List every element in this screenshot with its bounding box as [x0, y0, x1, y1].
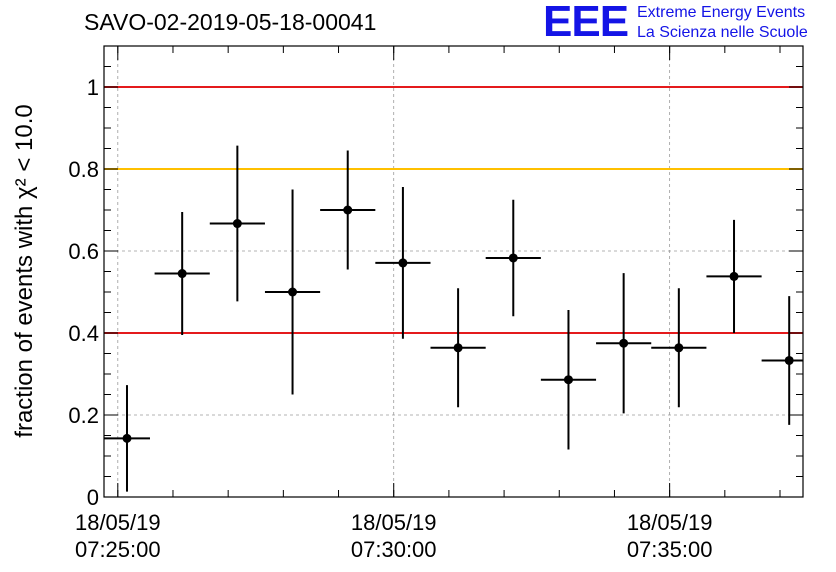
y-axis-label: fraction of events with χ² < 10.0 — [11, 104, 38, 437]
data-point — [508, 253, 518, 263]
data-point-group — [651, 288, 707, 408]
data-point-group — [104, 385, 150, 492]
data-point-group — [761, 296, 803, 425]
data-point-group — [209, 145, 265, 302]
data-points — [104, 145, 803, 492]
eee-logo: EEE Extreme Energy Events La Scienza nel… — [543, 0, 833, 46]
data-point — [674, 343, 684, 353]
data-point — [177, 269, 187, 279]
y-tick-label: 0.2 — [68, 403, 99, 428]
data-point-group — [540, 310, 597, 450]
logo-text-line1: Extreme Energy Events — [637, 4, 806, 21]
chart-title: SAVO-02-2019-05-18-00041 — [84, 9, 377, 35]
y-axis-label-group: fraction of events with χ² < 10.0 — [11, 104, 38, 437]
data-point — [122, 433, 132, 443]
data-point-group — [375, 187, 431, 339]
x-tick-label-time: 07:30:00 — [351, 537, 437, 562]
data-point-group — [485, 199, 541, 317]
x-tick-label-time: 07:35:00 — [627, 537, 713, 562]
plot-frame — [103, 45, 804, 498]
y-tick-label: 0.4 — [68, 321, 99, 346]
y-tick-label: 0.6 — [68, 239, 99, 264]
data-point — [288, 287, 298, 297]
data-point — [729, 271, 739, 281]
data-point-group — [320, 150, 376, 270]
y-tick-label: 1 — [87, 75, 99, 100]
grid-lines — [104, 46, 803, 498]
data-point-group — [430, 288, 486, 408]
x-tick-label-date: 18/05/19 — [627, 510, 713, 535]
eee-logo-mark: EEE — [543, 0, 629, 46]
x-tick-label-date: 18/05/19 — [351, 510, 437, 535]
data-point — [343, 205, 353, 215]
x-tick-label-time: 07:25:00 — [75, 537, 161, 562]
axes: 00.20.40.60.8118/05/1907:25:0018/05/1907… — [68, 45, 803, 562]
logo-text-line2: La Scienza nelle Scuole — [637, 24, 808, 41]
data-point-group — [706, 219, 762, 333]
x-tick-label-date: 18/05/19 — [75, 510, 161, 535]
y-tick-label: 0.8 — [68, 157, 99, 182]
data-point — [784, 355, 794, 365]
data-point-group — [264, 189, 321, 395]
data-point-group — [154, 212, 210, 336]
data-point — [563, 375, 573, 385]
data-point-group — [596, 273, 652, 414]
data-point — [398, 258, 408, 268]
y-tick-label: 0 — [87, 485, 99, 510]
data-point — [232, 219, 242, 229]
reference-lines — [104, 86, 803, 334]
data-point — [619, 338, 629, 348]
data-point — [453, 343, 463, 353]
